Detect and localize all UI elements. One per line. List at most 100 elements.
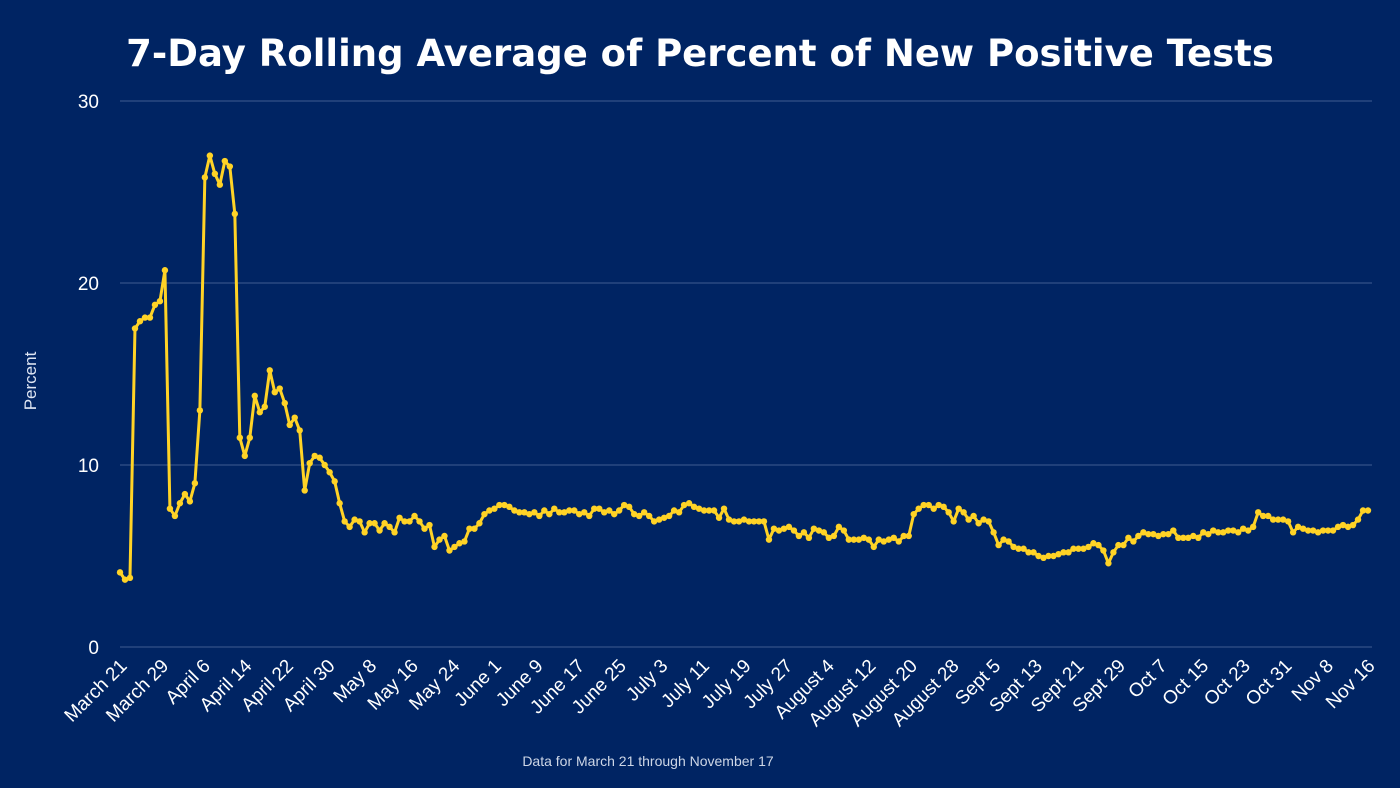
- data-point: [191, 480, 199, 487]
- data-point: [915, 505, 922, 512]
- data-point: [830, 532, 838, 540]
- data-point: [1085, 543, 1092, 551]
- data-point: [601, 509, 608, 516]
- data-point: [1205, 530, 1212, 538]
- data-point: [1120, 541, 1127, 549]
- data-point: [1095, 541, 1102, 549]
- chart-title: 7-Day Rolling Average of Percent of New …: [126, 32, 1274, 75]
- data-point: [196, 407, 204, 414]
- data-point: [561, 509, 568, 516]
- y-tick-label: 30: [78, 92, 99, 113]
- data-point: [1170, 527, 1177, 534]
- data-point: [715, 514, 723, 521]
- data-point: [1195, 534, 1202, 541]
- data-point: [1135, 532, 1142, 540]
- data-point: [1155, 532, 1162, 540]
- data-point: [1055, 550, 1062, 558]
- data-point: [865, 536, 872, 543]
- data-point: [131, 325, 139, 332]
- data-point: [291, 414, 298, 421]
- data-point: [431, 543, 438, 551]
- data-point: [181, 490, 189, 498]
- data-point: [820, 529, 828, 536]
- data-point: [885, 536, 892, 543]
- data-point: [755, 518, 763, 525]
- data-point: [970, 512, 977, 520]
- data-point: [506, 503, 513, 511]
- data-point: [616, 507, 623, 514]
- data-point: [391, 529, 398, 536]
- data-point: [1249, 523, 1257, 531]
- data-point: [815, 527, 823, 534]
- data-point: [416, 518, 423, 525]
- data-point: [770, 525, 778, 532]
- data-point: [216, 181, 224, 188]
- data-point: [925, 501, 932, 509]
- data-point: [675, 509, 683, 516]
- data-point: [950, 518, 957, 525]
- data-point: [1329, 527, 1337, 534]
- y-axis-label: Percent: [21, 351, 40, 410]
- data-point: [1115, 541, 1122, 549]
- data-point: [1080, 545, 1087, 552]
- data-point: [311, 452, 318, 460]
- data-point: [1005, 538, 1012, 545]
- data-point: [920, 501, 927, 509]
- data-point: [496, 501, 503, 509]
- data-point: [521, 509, 528, 516]
- data-point: [286, 421, 293, 429]
- data-point: [620, 501, 628, 509]
- data-point: [541, 507, 548, 514]
- data-point: [1160, 530, 1167, 538]
- data-point: [1319, 527, 1327, 534]
- data-point: [1075, 545, 1082, 552]
- data-point: [116, 569, 124, 576]
- data-point: [730, 518, 738, 525]
- data-point: [346, 523, 353, 531]
- data-point: [995, 541, 1002, 549]
- data-point: [296, 427, 303, 434]
- data-point: [1269, 516, 1277, 523]
- data-point: [880, 538, 887, 545]
- data-point: [810, 525, 818, 532]
- data-point: [1130, 538, 1137, 545]
- data-point: [750, 518, 758, 525]
- data-point: [1259, 512, 1267, 520]
- data-point: [990, 529, 997, 536]
- data-point: [1000, 536, 1007, 543]
- data-point: [955, 505, 962, 512]
- data-point: [476, 520, 483, 527]
- data-point: [735, 518, 743, 525]
- data-point: [1284, 518, 1292, 525]
- data-point: [316, 454, 323, 461]
- data-point: [630, 510, 638, 518]
- data-point: [665, 512, 673, 520]
- data-point: [1354, 516, 1362, 523]
- data-point: [1215, 529, 1222, 536]
- data-point: [980, 516, 987, 523]
- data-point: [341, 518, 348, 525]
- data-point: [411, 512, 418, 520]
- data-point: [720, 505, 728, 512]
- data-point: [895, 538, 902, 545]
- data-point: [765, 536, 773, 543]
- data-point: [161, 267, 169, 274]
- data-point: [645, 512, 653, 520]
- data-point: [356, 518, 363, 525]
- data-point: [511, 507, 518, 514]
- data-point: [546, 510, 553, 518]
- data-point: [491, 505, 498, 512]
- data-point: [501, 501, 508, 509]
- data-point: [1125, 534, 1132, 541]
- data-point: [516, 509, 523, 516]
- data-point: [321, 461, 328, 469]
- data-point: [1150, 530, 1157, 538]
- data-point: [1110, 549, 1117, 556]
- data-point: [126, 574, 134, 582]
- data-point: [930, 505, 937, 512]
- data-point: [1100, 547, 1107, 554]
- footnote: Data for March 21 through November 17: [522, 753, 774, 769]
- data-point: [1025, 549, 1032, 556]
- data-point: [850, 536, 858, 543]
